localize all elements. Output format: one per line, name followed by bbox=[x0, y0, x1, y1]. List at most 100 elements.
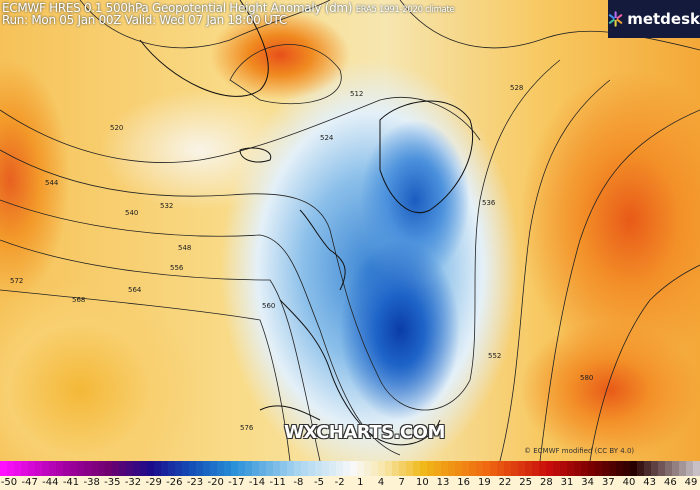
colorbar-tick-label: 13 bbox=[436, 477, 450, 488]
colorbar-swatch bbox=[518, 461, 525, 476]
contour-label: 532 bbox=[160, 202, 173, 210]
contour-label: 560 bbox=[262, 302, 275, 310]
colorbar-swatch bbox=[126, 461, 133, 476]
colorbar-tick-label: -5 bbox=[314, 477, 324, 488]
contour-label: 512 bbox=[350, 90, 363, 98]
colorbar-swatch bbox=[483, 461, 490, 476]
contour-label: 540 bbox=[125, 209, 138, 217]
colorbar-tick-label: 7 bbox=[398, 477, 405, 488]
colorbar-swatch bbox=[644, 461, 651, 476]
colorbar-tick-label: -29 bbox=[145, 477, 162, 488]
contour-label: 528 bbox=[510, 84, 523, 92]
colorbar-swatch bbox=[385, 461, 392, 476]
colorbar-swatch bbox=[168, 461, 175, 476]
colorbar-swatch bbox=[133, 461, 140, 476]
colorbar-swatch bbox=[469, 461, 476, 476]
colorbar-tick-label: -41 bbox=[62, 477, 80, 488]
colorbar-swatch bbox=[196, 461, 203, 476]
colorbar-swatch bbox=[623, 461, 630, 476]
colorbar bbox=[0, 461, 700, 476]
colorbar-tick-label: 43 bbox=[643, 477, 657, 488]
colorbar-swatch bbox=[105, 461, 112, 476]
colorbar-swatch bbox=[462, 461, 469, 476]
wxcharts-watermark: WXCHARTS.COM bbox=[284, 422, 445, 443]
colorbar-swatch bbox=[175, 461, 182, 476]
colorbar-swatch bbox=[119, 461, 126, 476]
colorbar-swatch bbox=[693, 461, 700, 476]
colorbar-swatch bbox=[259, 461, 266, 476]
colorbar-tick-label: 31 bbox=[560, 477, 574, 488]
colorbar-swatch bbox=[49, 461, 56, 476]
colorbar-swatch bbox=[217, 461, 224, 476]
colorbar-swatch bbox=[441, 461, 448, 476]
metdesk-star-icon bbox=[608, 11, 623, 27]
colorbar-swatch bbox=[322, 461, 329, 476]
colorbar-tick-label: 22 bbox=[498, 477, 512, 488]
colorbar-swatch bbox=[658, 461, 665, 476]
colorbar-swatch bbox=[91, 461, 98, 476]
colorbar-swatch bbox=[203, 461, 210, 476]
colorbar-swatch bbox=[294, 461, 301, 476]
colorbar-swatch bbox=[588, 461, 595, 476]
colorbar-swatch bbox=[560, 461, 567, 476]
colorbar-swatch bbox=[35, 461, 42, 476]
colorbar-tick-label: -17 bbox=[228, 477, 245, 488]
colorbar-swatch bbox=[595, 461, 602, 476]
colorbar-swatch bbox=[343, 461, 350, 476]
contour-label: 576 bbox=[240, 424, 254, 432]
height-contours bbox=[0, 0, 700, 461]
colorbar-swatch bbox=[336, 461, 343, 476]
colorbar-swatch bbox=[539, 461, 546, 476]
colorbar-swatch bbox=[287, 461, 294, 476]
colorbar-swatch bbox=[70, 461, 77, 476]
colorbar-swatch bbox=[147, 461, 154, 476]
colorbar-swatch bbox=[490, 461, 497, 476]
coastlines bbox=[139, 0, 474, 446]
contour-label-group: 512 520 524 528 532 536 540 544 548 552 … bbox=[10, 84, 593, 432]
colorbar-swatch bbox=[77, 461, 84, 476]
contour-label: 524 bbox=[320, 134, 334, 142]
logo-text: metdesk bbox=[627, 10, 700, 28]
colorbar-tick-label: 19 bbox=[477, 477, 491, 488]
colorbar-swatch bbox=[14, 461, 21, 476]
colorbar-swatch bbox=[280, 461, 287, 476]
colorbar-swatch bbox=[56, 461, 63, 476]
colorbar-swatch bbox=[476, 461, 483, 476]
colorbar-swatch bbox=[546, 461, 553, 476]
colorbar-tick-label: -20 bbox=[207, 477, 224, 488]
colorbar-swatch bbox=[427, 461, 434, 476]
colorbar-swatch bbox=[245, 461, 252, 476]
colorbar-swatch bbox=[686, 461, 693, 476]
colorbar-tick-label: -23 bbox=[186, 477, 204, 488]
contour-label: 536 bbox=[482, 199, 496, 207]
colorbar-tick-label: 49 bbox=[684, 477, 698, 488]
colorbar-tick-label: -8 bbox=[293, 477, 304, 488]
contour-label: 572 bbox=[10, 277, 23, 285]
colorbar-tick-label: -50 bbox=[0, 477, 18, 488]
colorbar-tick-label: -11 bbox=[269, 477, 286, 488]
colorbar-swatch bbox=[532, 461, 539, 476]
colorbar-swatch bbox=[434, 461, 441, 476]
colorbar-tick-label: 25 bbox=[519, 477, 533, 488]
colorbar-swatch bbox=[665, 461, 672, 476]
copyright-notice: © ECMWF modified (CC BY 4.0) bbox=[524, 447, 635, 455]
colorbar-swatch bbox=[98, 461, 105, 476]
climate-note: ERA5 1991-2020 climate bbox=[355, 5, 455, 15]
colorbar-swatch bbox=[455, 461, 462, 476]
colorbar-swatch bbox=[413, 461, 420, 476]
colorbar-swatch bbox=[161, 461, 168, 476]
colorbar-swatch bbox=[266, 461, 273, 476]
colorbar-swatch bbox=[28, 461, 35, 476]
contour-label: 556 bbox=[170, 264, 184, 272]
colorbar-tick-label: -44 bbox=[42, 477, 59, 488]
colorbar-tick-label: -14 bbox=[248, 477, 266, 488]
colorbar-swatch bbox=[392, 461, 399, 476]
colorbar-swatch bbox=[0, 461, 7, 476]
colorbar-swatch bbox=[329, 461, 336, 476]
colorbar-swatch bbox=[238, 461, 245, 476]
colorbar-tick-label: 34 bbox=[581, 477, 595, 488]
colorbar-tick-label: -47 bbox=[21, 477, 38, 488]
colorbar-swatch bbox=[210, 461, 217, 476]
colorbar-swatch bbox=[273, 461, 280, 476]
colorbar-swatch bbox=[224, 461, 231, 476]
